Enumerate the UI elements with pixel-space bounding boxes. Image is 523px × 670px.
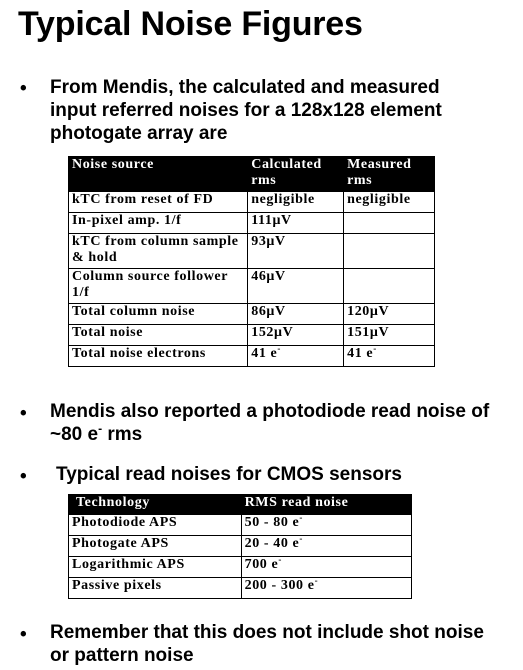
noise-source-cell: Column source follower 1/f — [67, 268, 249, 304]
noise-table: Noise source Calculated rms Measured rms… — [67, 156, 435, 367]
table-row: Column source follower 1/f 46μV — [67, 268, 435, 304]
read-noise-value: 20 - 40 e — [244, 536, 300, 551]
table-row: Logarithmic APS 700 e- — [68, 554, 413, 578]
bullet-marker: • — [20, 403, 27, 424]
bullet-2-line-2-text: ~80 e — [50, 424, 99, 445]
table-row: Passive pixels 200 - 300 e- — [68, 575, 413, 599]
read-noise-value: 50 - 80 e — [244, 515, 300, 530]
table-row: Total noise 152μV 151μV — [67, 324, 435, 346]
bullet-4-text: Remember that this does not include shot… — [50, 621, 484, 667]
cmos-table-header: Technology RMS read noise — [68, 494, 413, 515]
noise-source-cell: kTC from reset of FD — [67, 191, 249, 213]
measured-cell: 151μV — [343, 324, 435, 346]
read-noise-cell: 200 - 300 e- — [240, 575, 413, 599]
table-row: kTC from column sample & hold 93μV — [67, 233, 435, 269]
measured-cell: 120μV — [343, 303, 435, 325]
bullet-2-tail: rms — [102, 424, 143, 445]
electron-superscript: - — [373, 343, 377, 354]
table-row: Total noise electrons 41 e- 41 e- — [67, 343, 435, 367]
cmos-read-noise-table: Technology RMS read noise Photodiode APS… — [68, 494, 413, 599]
header-measured: Measured rms — [343, 156, 435, 192]
bullet-marker: • — [20, 466, 27, 487]
noise-table-header: Noise source Calculated rms Measured rms — [67, 156, 435, 192]
bullet-2-line-1: Mendis also reported a photodiode read n… — [50, 401, 490, 422]
bullet-2-text: Mendis also reported a photodiode read n… — [50, 400, 489, 446]
page-title: Typical Noise Figures — [18, 5, 363, 43]
bullet-3-line-1: Typical read noises for CMOS sensors — [56, 464, 402, 485]
calculated-value: 41 e — [251, 346, 278, 361]
header-technology: Technology — [68, 494, 242, 515]
bullet-marker: • — [20, 78, 27, 99]
table-row: Photogate APS 20 - 40 e- — [68, 533, 413, 557]
header-noise-source: Noise source — [67, 156, 249, 192]
calculated-cell: 46μV — [247, 268, 345, 304]
table-row: Photodiode APS 50 - 80 e- — [68, 512, 413, 536]
electron-superscript: - — [277, 343, 281, 354]
technology-cell: Photodiode APS — [68, 514, 242, 536]
measured-value: 41 e — [347, 346, 374, 361]
calculated-cell: 93μV — [247, 233, 345, 269]
table-row: kTC from reset of FD negligible negligib… — [67, 191, 435, 213]
noise-source-cell: kTC from column sample & hold — [67, 233, 249, 269]
electron-superscript: - — [98, 421, 103, 436]
calculated-cell: 41 e- — [247, 343, 345, 367]
noise-source-cell: Total noise — [67, 324, 249, 346]
calculated-cell: 152μV — [247, 324, 345, 346]
bullet-1-line-2: input referred noises for a 128x128 elem… — [50, 100, 442, 121]
bullet-4-line-1: Remember that this does not include shot… — [50, 622, 484, 643]
table-row: In-pixel amp. 1/f 111μV — [67, 212, 435, 234]
header-rms-read-noise: RMS read noise — [240, 494, 413, 515]
electron-superscript: - — [314, 575, 319, 586]
measured-cell: negligible — [343, 191, 435, 213]
bullet-1-line-3: photogate array are — [50, 123, 228, 144]
technology-cell: Photogate APS — [68, 535, 242, 557]
calculated-cell: 111μV — [247, 212, 345, 234]
bullet-1-line-1: From Mendis, the calculated and measured — [50, 77, 440, 98]
bullet-3-text: Typical read noises for CMOS sensors — [56, 463, 402, 486]
read-noise-cell: 20 - 40 e- — [240, 533, 413, 557]
measured-cell: 41 e- — [343, 343, 435, 367]
read-noise-value: 200 - 300 e — [244, 578, 315, 593]
noise-source-cell: Total noise electrons — [67, 345, 249, 367]
electron-superscript: - — [278, 554, 282, 565]
read-noise-value: 700 e — [244, 557, 279, 572]
technology-cell: Passive pixels — [68, 577, 242, 599]
technology-cell: Logarithmic APS — [68, 556, 242, 578]
measured-cell — [343, 212, 435, 234]
bullet-1-text: From Mendis, the calculated and measured… — [50, 76, 442, 145]
measured-cell — [343, 233, 435, 269]
noise-source-cell: In-pixel amp. 1/f — [67, 212, 249, 234]
read-noise-cell: 50 - 80 e- — [240, 512, 413, 536]
bullet-marker: • — [20, 624, 27, 645]
calculated-cell: negligible — [247, 191, 345, 213]
calculated-cell: 86μV — [247, 303, 345, 325]
bullet-2-line-2: ~80 e- rms — [50, 423, 489, 446]
noise-source-cell: Total column noise — [67, 303, 249, 325]
header-calculated: Calculated rms — [247, 156, 345, 192]
bullet-4-line-2: or pattern noise — [50, 645, 194, 666]
read-noise-cell: 700 e- — [240, 554, 413, 578]
measured-cell — [343, 268, 435, 304]
table-row: Total column noise 86μV 120μV — [67, 303, 435, 325]
electron-superscript: - — [299, 533, 303, 544]
electron-superscript: - — [299, 512, 303, 523]
